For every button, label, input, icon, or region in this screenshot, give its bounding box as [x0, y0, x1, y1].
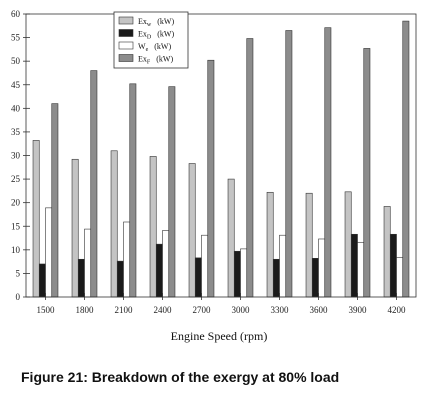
bar-w-1500 — [32, 140, 40, 298]
legend-swatch-d — [118, 29, 134, 37]
x-tick-label: 3300 — [271, 305, 290, 315]
bar-e-3900 — [357, 241, 365, 298]
legend-label-w: Exw (kW) — [138, 17, 174, 28]
bar-e-2700 — [201, 234, 209, 298]
legend-swatch-f — [118, 54, 134, 62]
y-tick-label: 55 — [11, 33, 21, 43]
bar-w-3300 — [266, 191, 274, 298]
exergy-bar-chart: 0 5 10 15 20 25 30 35 40 45 50 55 60 1500 1800 2100 2400… — [11, 9, 417, 343]
bar-d-3300 — [272, 258, 280, 298]
y-tick-label: 45 — [11, 80, 21, 90]
bar-e-4200 — [396, 257, 404, 298]
bar-f-3900 — [363, 48, 371, 298]
bar-e-2400 — [162, 230, 170, 298]
y-tick-label: 5 — [16, 268, 21, 278]
bar-e-3600 — [318, 238, 326, 298]
bar-w-3000 — [227, 178, 235, 298]
bar-e-3000 — [240, 248, 248, 298]
y-tick-label: 35 — [11, 127, 21, 137]
x-tick-label: 1800 — [76, 305, 95, 315]
x-tick-label: 2100 — [115, 305, 134, 315]
bar-d-2700 — [194, 257, 202, 298]
x-tick-label: 4200 — [388, 305, 407, 315]
x-tick-label: 2400 — [154, 305, 173, 315]
bar-f-2400 — [168, 86, 176, 298]
bar-e-1500 — [45, 207, 53, 298]
y-tick-label: 30 — [11, 151, 21, 161]
bar-d-3600 — [311, 258, 319, 298]
legend-label-e: We (kW) — [138, 42, 171, 53]
bar-d-1800 — [77, 258, 85, 298]
bar-f-4200 — [402, 20, 410, 298]
bar-e-1800 — [84, 228, 92, 298]
bar-e-3300 — [279, 234, 287, 298]
bar-f-2700 — [207, 59, 215, 298]
bar-d-3000 — [233, 250, 241, 298]
x-tick-label: 1500 — [37, 305, 56, 315]
bar-d-2100 — [116, 260, 124, 298]
y-tick-label: 40 — [11, 103, 21, 113]
x-tick-label: 3900 — [349, 305, 368, 315]
legend-label-d: ExD (kW) — [138, 30, 174, 41]
bar-f-2100 — [129, 83, 137, 298]
y-tick-label: 25 — [11, 174, 21, 184]
bar-w-1800 — [71, 158, 79, 298]
x-axis-title: Engine Speed (rpm) — [171, 329, 268, 343]
bar-d-1500 — [38, 263, 46, 298]
bar-d-2400 — [155, 243, 163, 298]
x-tick-label: 2700 — [193, 305, 212, 315]
y-tick-label: 10 — [11, 245, 21, 255]
bar-f-1800 — [90, 70, 98, 298]
y-tick-label: 20 — [11, 198, 21, 208]
x-tick-label: 3000 — [232, 305, 251, 315]
legend-label-f: ExF (kW) — [138, 55, 173, 66]
y-tick-label: 60 — [11, 9, 21, 19]
bar-w-3600 — [305, 192, 313, 298]
bar-d-3900 — [350, 233, 358, 298]
figure-caption: Figure 21: Breakdown of the exergy at 80… — [21, 369, 340, 385]
x-tick-label: 3600 — [310, 305, 329, 315]
y-tick-label: 0 — [16, 292, 21, 302]
bar-f-3600 — [324, 27, 332, 298]
bar-f-1500 — [51, 103, 59, 298]
bar-w-2700 — [188, 163, 196, 298]
y-tick-label: 50 — [11, 56, 21, 66]
bar-f-3300 — [285, 30, 293, 298]
legend-swatch-e — [118, 41, 134, 50]
bar-w-4200 — [383, 206, 391, 298]
bar-w-2100 — [110, 150, 118, 298]
legend-swatch-w — [118, 16, 134, 25]
bar-w-3900 — [344, 191, 352, 298]
y-tick-label: 15 — [11, 221, 21, 231]
bar-w-2400 — [149, 156, 157, 298]
bar-d-4200 — [389, 233, 397, 298]
bar-e-2100 — [123, 221, 131, 298]
bar-f-3000 — [246, 38, 254, 298]
